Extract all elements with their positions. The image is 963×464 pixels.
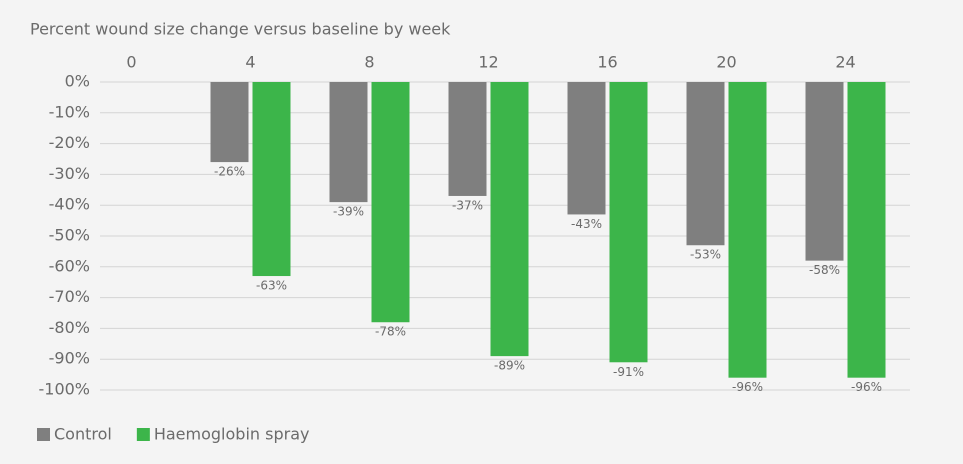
y-tick-label: 0% bbox=[65, 72, 90, 91]
x-tick-label: 0 bbox=[126, 53, 136, 72]
y-tick-label: -100% bbox=[38, 380, 90, 399]
bar bbox=[490, 82, 529, 357]
bar bbox=[329, 82, 368, 203]
y-tick-label: -60% bbox=[49, 256, 90, 275]
y-tick-label: -70% bbox=[49, 287, 90, 306]
x-tick-label: 20 bbox=[716, 53, 736, 72]
y-tick-label: -40% bbox=[49, 195, 90, 214]
bar bbox=[805, 82, 844, 261]
bar bbox=[567, 82, 606, 215]
data-label: -58% bbox=[809, 263, 840, 277]
x-tick-label: 16 bbox=[597, 53, 617, 72]
bar bbox=[686, 82, 725, 246]
bar bbox=[448, 82, 487, 196]
bar bbox=[210, 82, 249, 163]
y-tick-label: -20% bbox=[49, 133, 90, 152]
data-label: -37% bbox=[452, 198, 483, 212]
x-tick-label: 8 bbox=[364, 53, 374, 72]
y-tick-label: -90% bbox=[49, 349, 90, 368]
bar bbox=[847, 82, 886, 378]
data-label: -53% bbox=[690, 248, 721, 262]
y-tick-label: -80% bbox=[49, 318, 90, 337]
data-label: -43% bbox=[571, 217, 602, 231]
x-tick-label: 12 bbox=[478, 53, 498, 72]
data-label: -96% bbox=[851, 380, 882, 394]
legend-swatch bbox=[37, 428, 50, 441]
legend-label: Control bbox=[54, 425, 112, 444]
bar bbox=[609, 82, 648, 363]
bar bbox=[252, 82, 291, 277]
legend-label: Haemoglobin spray bbox=[154, 425, 310, 444]
bar bbox=[728, 82, 767, 378]
y-tick-label: -50% bbox=[49, 226, 90, 245]
data-label: -96% bbox=[732, 380, 763, 394]
bar bbox=[371, 82, 410, 323]
data-label: -26% bbox=[214, 165, 245, 179]
y-tick-label: -10% bbox=[49, 102, 90, 121]
data-label: -91% bbox=[613, 365, 644, 379]
x-tick-label: 24 bbox=[835, 53, 855, 72]
legend-swatch bbox=[136, 428, 150, 441]
data-label: -63% bbox=[256, 279, 287, 293]
data-label: -78% bbox=[375, 325, 406, 339]
y-tick-label: -30% bbox=[49, 164, 90, 183]
chart-title: Percent wound size change versus baselin… bbox=[30, 20, 451, 39]
data-label: -39% bbox=[333, 205, 364, 219]
data-label: -89% bbox=[494, 359, 525, 373]
x-tick-label: 4 bbox=[245, 53, 255, 72]
